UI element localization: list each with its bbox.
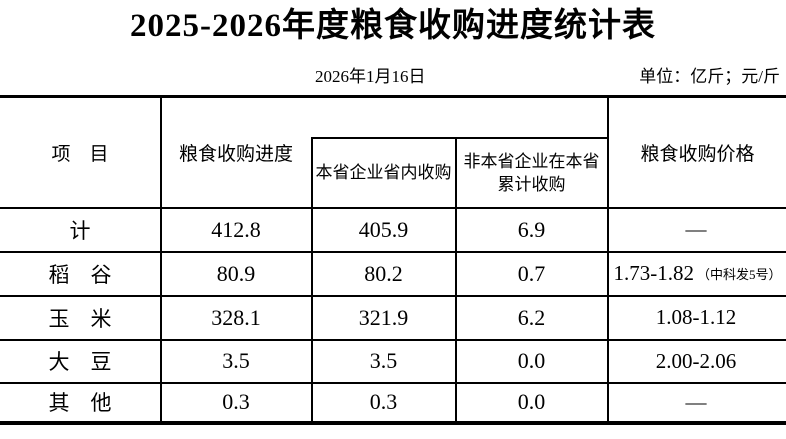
cell-local-purchase: 0.3 [369, 389, 398, 414]
cell-local-purchase: 321.9 [358, 304, 409, 330]
subheader-top-line [311, 137, 609, 139]
row-label: 计 [69, 218, 91, 243]
price-value: — [685, 217, 707, 241]
unit-note: 单位：亿斤；元/斤 [639, 67, 780, 86]
header-progress: 粮食收购进度 [178, 143, 293, 165]
row-label: 大 豆 [48, 350, 112, 374]
row-divider [0, 339, 786, 341]
column-divider [607, 96, 609, 423]
row-divider [0, 251, 786, 253]
row-label: 稻 谷 [48, 262, 112, 287]
row-divider [0, 382, 786, 384]
price-note: （中科发5号） [696, 267, 782, 282]
column-divider [311, 137, 313, 423]
header-nonlocal-line1: 非本省企业在本省 [463, 151, 600, 171]
page-title: 2025-2026年度粮食收购进度统计表 [130, 8, 656, 44]
header-item: 项 目 [51, 143, 109, 165]
header-nonlocal-line2: 累计收购 [497, 174, 566, 194]
cell-local-purchase: 3.5 [369, 348, 398, 373]
cell-price: — [609, 384, 786, 420]
cell-nonlocal-purchase: 0.7 [517, 260, 546, 286]
cell-progress-total: 0.3 [222, 389, 250, 414]
price-value: 1.08-1.12 [655, 305, 737, 329]
column-divider [455, 137, 457, 423]
table-border-bottom [0, 421, 786, 425]
header-price: 粮食收购价格 [640, 143, 755, 165]
price-value: 2.00-2.06 [655, 348, 737, 373]
cell-progress-total: 412.8 [211, 216, 261, 242]
report-date: 2026年1月16日 [315, 67, 426, 86]
cell-progress-total: 3.5 [222, 348, 250, 373]
cell-nonlocal-purchase: 0.0 [517, 389, 546, 414]
header-local-enterprise-purchase: 本省企业省内收购 [315, 163, 452, 182]
table-border-top [0, 95, 786, 98]
row-label: 玉 米 [48, 306, 112, 331]
cell-nonlocal-purchase: 6.2 [517, 304, 546, 330]
cell-nonlocal-purchase: 0.0 [517, 348, 546, 373]
header-bottom-line [0, 207, 786, 209]
cell-local-purchase: 405.9 [358, 216, 409, 242]
cell-local-purchase: 80.2 [364, 260, 403, 286]
column-divider [160, 96, 162, 423]
cell-nonlocal-purchase: 6.9 [517, 216, 546, 242]
cell-price: 1.08-1.12 [609, 297, 786, 338]
price-value: 1.73-1.82 [613, 261, 694, 285]
cell-price: — [609, 209, 786, 250]
price-value: — [685, 389, 707, 414]
row-label: 其 他 [48, 391, 112, 415]
cell-progress-total: 80.9 [216, 260, 256, 286]
cell-price: 2.00-2.06 [609, 341, 786, 381]
header-nonlocal-enterprise-purchase: 非本省企业在本省 累计收购 [457, 139, 606, 206]
row-divider [0, 295, 786, 297]
cell-progress-total: 328.1 [211, 304, 261, 330]
cell-price: 1.73-1.82 （中科发5号） [609, 253, 786, 294]
